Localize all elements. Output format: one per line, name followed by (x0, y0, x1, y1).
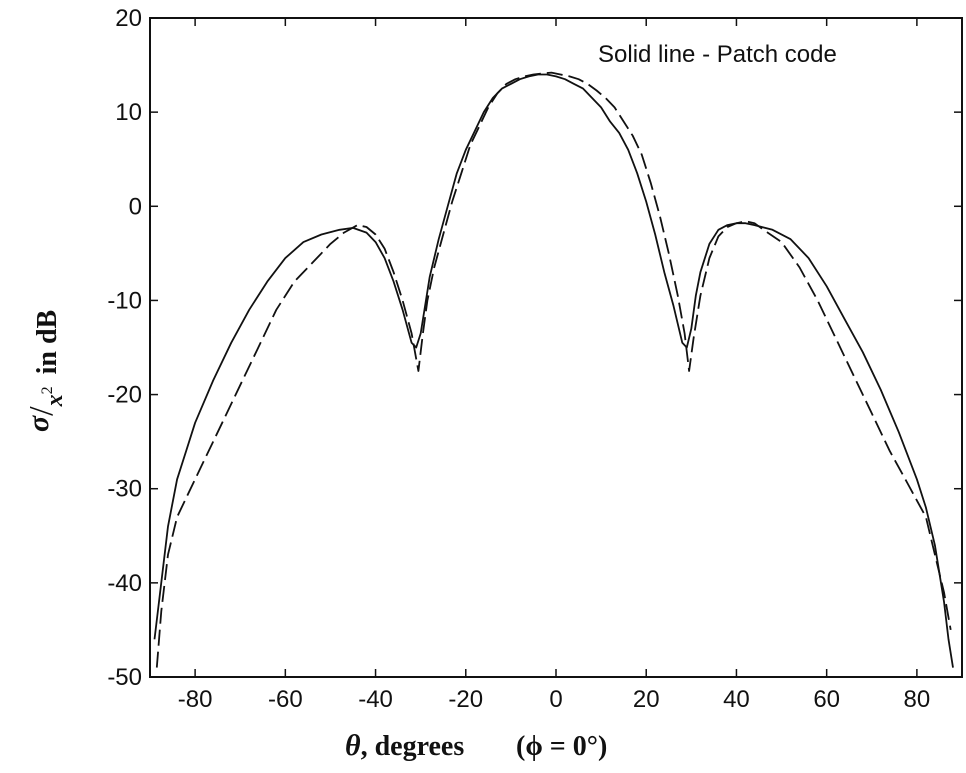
x-axis-text: , degrees (361, 731, 465, 762)
x-tick-label: -80 (178, 686, 213, 713)
series-layer (153, 71, 954, 668)
plot-area: -80 -60 -40 -20 0 20 40 60 80 -50 -40 -30 -20 -10 0 10 2… (107, 5, 963, 713)
y-axis-slash: / (23, 406, 60, 416)
x-tick-label: 60 (813, 686, 840, 713)
y-tick-label: 20 (115, 5, 142, 32)
y-tick-label: -10 (107, 287, 142, 314)
y-tick-label: 10 (115, 99, 142, 126)
x-tick-label: -40 (358, 686, 393, 713)
y-tick-label: -20 (107, 382, 142, 409)
series-line-solid (153, 73, 954, 668)
y-tick-label: -50 (107, 664, 142, 691)
y-tick-label: -30 (107, 476, 142, 503)
y-axis-title: σ/x2 in dB (22, 310, 68, 432)
y-axis-suffix: in dB (32, 310, 63, 375)
x-tick-label: 80 (904, 686, 931, 713)
x-tick-label: 20 (633, 686, 660, 713)
y-axis-sigma: σ (22, 415, 55, 432)
ticks-layer: -80 -60 -40 -20 0 20 40 60 80 -50 -40 -30 -20 -10 0 10 2… (107, 5, 962, 713)
x-tick-label: -20 (448, 686, 483, 713)
svg-text:θ, degrees: θ, degrees (345, 729, 464, 762)
y-axis-denominator: x (42, 394, 68, 407)
x-axis-title: θ, degrees (ϕ = 0°) (345, 729, 607, 762)
x-tick-label: 40 (723, 686, 750, 713)
series-line-dashed (155, 71, 952, 668)
y-tick-label: -40 (107, 570, 142, 597)
svg-text:σ/x2in dB: σ/x2 in dB (22, 310, 68, 432)
x-axis-symbol: θ (345, 729, 361, 762)
x-tick-label: -60 (268, 686, 303, 713)
x-axis-condition: (ϕ = 0°) (516, 731, 607, 762)
y-tick-label: 0 (129, 193, 142, 220)
y-axis-exponent: 2 (39, 386, 56, 394)
x-tick-label: 0 (549, 686, 562, 713)
legend-annotation: Solid line - Patch code (598, 41, 837, 68)
